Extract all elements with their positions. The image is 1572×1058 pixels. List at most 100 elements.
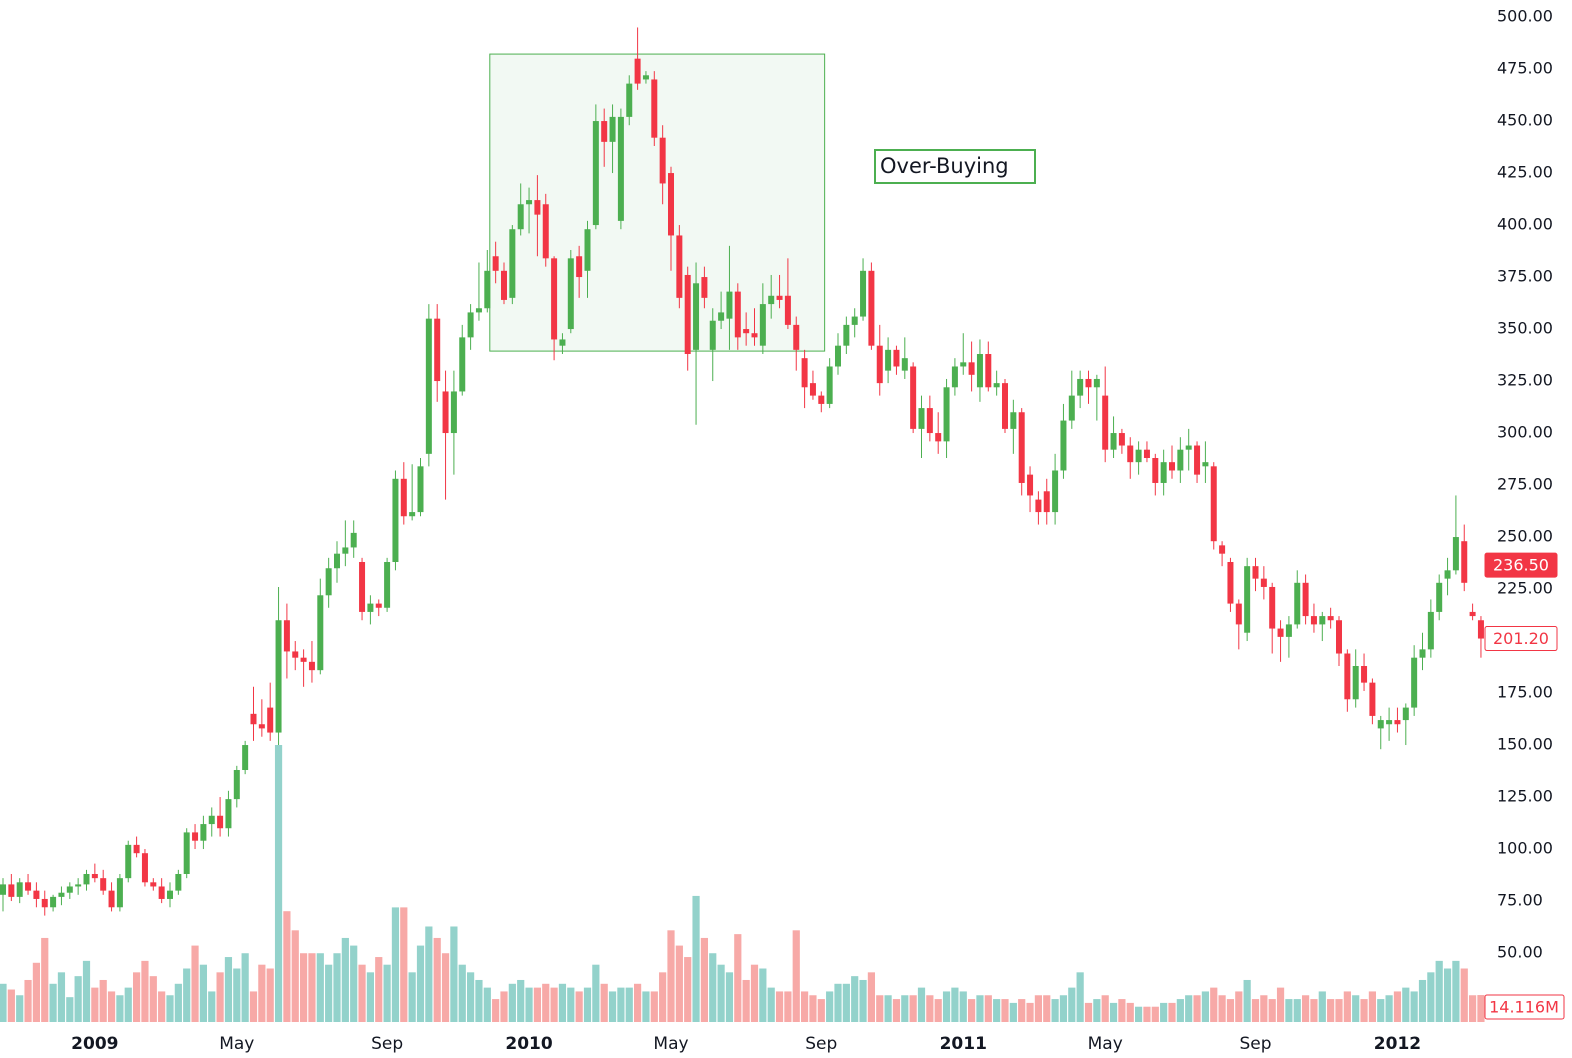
volume-bar bbox=[375, 957, 383, 1022]
candle-body bbox=[843, 324, 850, 346]
volume-bar bbox=[842, 983, 850, 1022]
volume-bar bbox=[458, 964, 466, 1022]
volume-bar bbox=[1018, 999, 1026, 1022]
candle-body bbox=[283, 620, 290, 652]
candle-body bbox=[818, 395, 825, 404]
volume-bar bbox=[1218, 995, 1226, 1022]
candle-body bbox=[584, 229, 591, 271]
candle-body bbox=[233, 769, 240, 800]
candle-body bbox=[1252, 566, 1259, 579]
volume-bar bbox=[801, 991, 809, 1022]
y-tick-label: 475.00 bbox=[1497, 59, 1553, 78]
volume-bar bbox=[333, 953, 341, 1022]
candle-body bbox=[542, 204, 549, 259]
volume-bar bbox=[233, 968, 241, 1022]
candle-body bbox=[242, 745, 249, 770]
candle-body bbox=[960, 362, 967, 367]
volume-bar bbox=[558, 983, 567, 1022]
volume-bar bbox=[1101, 995, 1109, 1022]
volume-bar bbox=[391, 907, 400, 1022]
volume-bar bbox=[49, 983, 57, 1022]
volume-bar bbox=[1168, 1002, 1176, 1022]
candle-body bbox=[1043, 491, 1050, 513]
candle-body bbox=[1477, 620, 1484, 639]
volume-bar bbox=[1201, 991, 1209, 1022]
candle-body bbox=[985, 354, 992, 388]
y-tick-label: 450.00 bbox=[1497, 111, 1553, 130]
candle-body bbox=[1244, 566, 1251, 633]
candle-body bbox=[133, 844, 140, 854]
candle-body bbox=[1052, 470, 1059, 513]
volume-bar bbox=[1151, 1006, 1159, 1022]
candle-body bbox=[1310, 616, 1317, 625]
volume-bar bbox=[433, 937, 441, 1022]
volume-bar bbox=[634, 983, 642, 1022]
volume-bar bbox=[274, 745, 283, 1022]
volume-bar bbox=[1318, 991, 1326, 1022]
price-label-box bbox=[1484, 626, 1558, 652]
volume-bar bbox=[1393, 991, 1402, 1022]
candle-body bbox=[1235, 603, 1242, 625]
candle-body bbox=[1452, 537, 1459, 571]
volume-bar bbox=[1193, 995, 1201, 1022]
candle-body bbox=[375, 603, 382, 608]
candle-body bbox=[125, 844, 132, 879]
y-tick-label: 500.00 bbox=[1497, 7, 1553, 26]
volume-bar bbox=[1385, 995, 1393, 1022]
candle-body bbox=[759, 304, 766, 346]
candle-body bbox=[609, 116, 616, 142]
candle-body bbox=[250, 713, 257, 725]
volume-bar bbox=[1335, 999, 1343, 1022]
volume-bar bbox=[300, 953, 308, 1022]
volume-bar bbox=[1452, 960, 1460, 1022]
volume-bar bbox=[617, 987, 625, 1022]
x-tick-label: Sep bbox=[371, 1034, 403, 1054]
candle-body bbox=[141, 853, 148, 883]
volume-bar bbox=[867, 972, 875, 1022]
candle-body bbox=[192, 832, 199, 841]
candle-body bbox=[16, 882, 23, 897]
candle-body bbox=[0, 884, 6, 895]
candle-body bbox=[751, 333, 758, 338]
volume-bar bbox=[892, 999, 901, 1022]
candle-body bbox=[1068, 395, 1075, 421]
candle-body bbox=[1219, 545, 1226, 554]
volume-bar bbox=[191, 945, 199, 1022]
candle-body bbox=[968, 362, 975, 375]
volume-bar bbox=[57, 972, 66, 1022]
candle-body bbox=[1419, 649, 1426, 658]
volume-bar bbox=[41, 937, 49, 1022]
candle-body bbox=[292, 651, 299, 658]
candle-body bbox=[275, 620, 282, 733]
candle-body bbox=[501, 270, 507, 300]
volume-bar bbox=[709, 953, 717, 1022]
candle-body bbox=[1152, 458, 1159, 483]
volume-bar bbox=[107, 991, 116, 1022]
volume-bar bbox=[1469, 995, 1477, 1022]
volume-bar bbox=[1009, 1002, 1017, 1022]
volume-label-box bbox=[1484, 994, 1565, 1020]
candle-body bbox=[300, 657, 307, 662]
volume-bar bbox=[24, 979, 32, 1022]
volume-bar bbox=[575, 991, 583, 1022]
candle-body bbox=[1302, 582, 1309, 617]
candle-body bbox=[1344, 653, 1351, 700]
candle-body bbox=[951, 366, 958, 388]
candle-body bbox=[66, 886, 73, 893]
volume-bar bbox=[1160, 1002, 1168, 1022]
candle-body bbox=[901, 358, 908, 371]
x-tick-label: May bbox=[219, 1034, 254, 1054]
x-tick-label: Sep bbox=[1239, 1034, 1271, 1054]
candle-body bbox=[450, 391, 457, 434]
candle-body bbox=[1185, 445, 1192, 450]
candle-body bbox=[1160, 462, 1167, 483]
candle-body bbox=[1427, 611, 1434, 650]
candle-body bbox=[1319, 616, 1326, 625]
candle-body bbox=[734, 291, 741, 338]
volume-bar bbox=[199, 964, 207, 1022]
candle-body bbox=[1135, 449, 1142, 463]
volume-bar bbox=[32, 962, 40, 1022]
volume-bar bbox=[1302, 995, 1310, 1022]
volume-bar bbox=[542, 983, 550, 1022]
